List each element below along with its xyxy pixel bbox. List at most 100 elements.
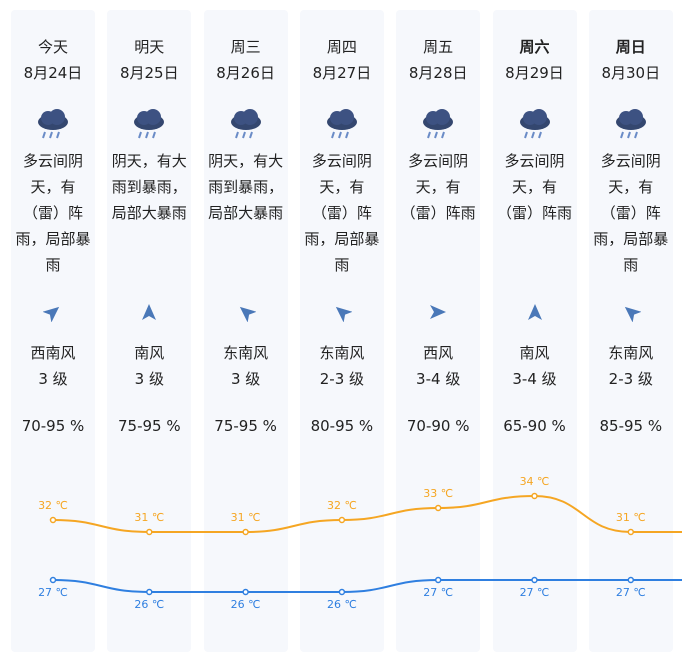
weather-icon [423, 109, 454, 139]
wind-level: 3 级 [230, 370, 261, 388]
wind-level: 3-4 级 [512, 370, 557, 388]
wind-level: 3-4 级 [416, 370, 461, 388]
temperature-point [146, 588, 153, 596]
temperature-label: 34 ℃ [520, 475, 550, 488]
weather-text: 雨到暴雨， [208, 178, 284, 196]
temperature-point [242, 528, 249, 536]
temperature-label: 33 ℃ [423, 487, 453, 500]
wind-direction: 东南风 [608, 344, 654, 362]
weather-text: 阴天，有大 [111, 152, 187, 170]
temperature-label: 26 ℃ [134, 598, 164, 611]
temperature-label: 31 ℃ [134, 511, 164, 524]
wind-direction: 东南风 [223, 344, 269, 362]
temperature-point [49, 516, 57, 524]
temperature-label: 27 ℃ [520, 586, 550, 599]
weather-text: 雨，局部暴 [304, 230, 380, 248]
wind-level: 3 级 [38, 370, 68, 388]
weather-text: 局部大暴雨 [111, 204, 187, 222]
temperature-point [338, 588, 346, 596]
humidity: 80-95 % [310, 417, 374, 435]
weather-text: 多云间阴 [504, 152, 565, 170]
temperature-label: 27 ℃ [38, 586, 68, 599]
wind-arrow [624, 306, 641, 322]
temperature-label: 27 ℃ [423, 586, 453, 599]
temperature-point [434, 576, 442, 584]
weather-text: 天，有 [511, 178, 557, 196]
weekday: 今天 [37, 38, 68, 56]
wind-direction: 西风 [423, 344, 454, 362]
weather-text: （雷）阵雨 [496, 204, 572, 222]
weather-icon [134, 109, 165, 139]
weather-icon [38, 109, 68, 139]
temperature-label: 32 ℃ [38, 499, 68, 512]
weekday: 周五 [423, 38, 454, 56]
weather-text: 雨，局部暴 [593, 230, 669, 248]
weather-text: 阴天，有大 [208, 152, 284, 170]
wind-level: 3 级 [134, 370, 164, 388]
wind-level: 2-3 级 [319, 370, 365, 388]
weather-text: 雨 [45, 256, 61, 274]
date: 8月27日 [312, 64, 372, 82]
temperature-point [531, 492, 538, 500]
wind-level: 2-3 级 [608, 370, 653, 388]
temperature-point [49, 576, 57, 584]
temperature-point [434, 504, 442, 512]
weather-text: 雨到暴雨， [111, 178, 187, 196]
weather-text: 天，有 [415, 178, 461, 196]
weather-icon [230, 109, 261, 139]
date: 8月28日 [408, 64, 468, 82]
temperature-label: 27 ℃ [616, 586, 646, 599]
humidity: 70-95 % [21, 417, 85, 435]
date: 8月24日 [23, 64, 83, 82]
wind-arrow [335, 306, 352, 322]
wind-direction: 东南风 [319, 344, 365, 362]
weekday: 周三 [230, 38, 261, 56]
humidity: 75-95 % [214, 417, 277, 435]
temperature-point [242, 588, 249, 596]
humidity: 75-95 % [117, 417, 181, 435]
weather-text: 天，有 [30, 178, 76, 196]
weather-text: 多云间阴 [600, 152, 661, 170]
temperature-point [531, 576, 538, 584]
weekday: 周六 [519, 38, 550, 56]
temperature-point [627, 576, 635, 584]
wind-direction: 南风 [519, 344, 550, 362]
humidity: 85-95 % [599, 417, 663, 435]
humidity: 70-90 % [406, 417, 470, 435]
weather-text: 雨 [623, 256, 639, 274]
wind-direction: 西南风 [30, 344, 76, 362]
weather-text: （雷）阵 [600, 204, 661, 222]
humidity: 65-90 % [503, 417, 566, 435]
temperature-label: 31 ℃ [616, 511, 646, 524]
weather-text: 雨 [334, 256, 350, 274]
weather-text: 天，有 [319, 178, 365, 196]
weather-text: 天，有 [608, 178, 654, 196]
wind-arrow [527, 304, 542, 320]
wind-arrow [430, 305, 447, 319]
weather-text: （雷）阵 [22, 204, 83, 222]
weather-text: （雷）阵雨 [400, 204, 476, 222]
weather-icon [326, 109, 357, 139]
weather-text: 多云间阴 [408, 152, 469, 170]
weekday: 周四 [326, 38, 357, 56]
temperature-label: 32 ℃ [327, 499, 357, 512]
wind-direction: 南风 [134, 344, 165, 362]
weekday: 周日 [615, 38, 646, 56]
date: 8月25日 [119, 64, 179, 82]
weather-text: 局部大暴雨 [208, 204, 284, 222]
temperature-point [338, 516, 346, 524]
wind-arrow [142, 304, 157, 320]
weekday: 明天 [134, 38, 165, 56]
weather-text: 多云间阴 [311, 152, 372, 170]
wind-arrow [239, 306, 256, 322]
temperature-label: 26 ℃ [327, 598, 357, 611]
temperature-label: 26 ℃ [231, 598, 261, 611]
temperature-point [627, 528, 635, 536]
weather-text: 多云间阴 [22, 152, 83, 170]
date: 8月30日 [601, 64, 661, 82]
temperature-point [146, 528, 153, 536]
weather-icon [615, 109, 646, 139]
weather-icon [519, 109, 550, 139]
